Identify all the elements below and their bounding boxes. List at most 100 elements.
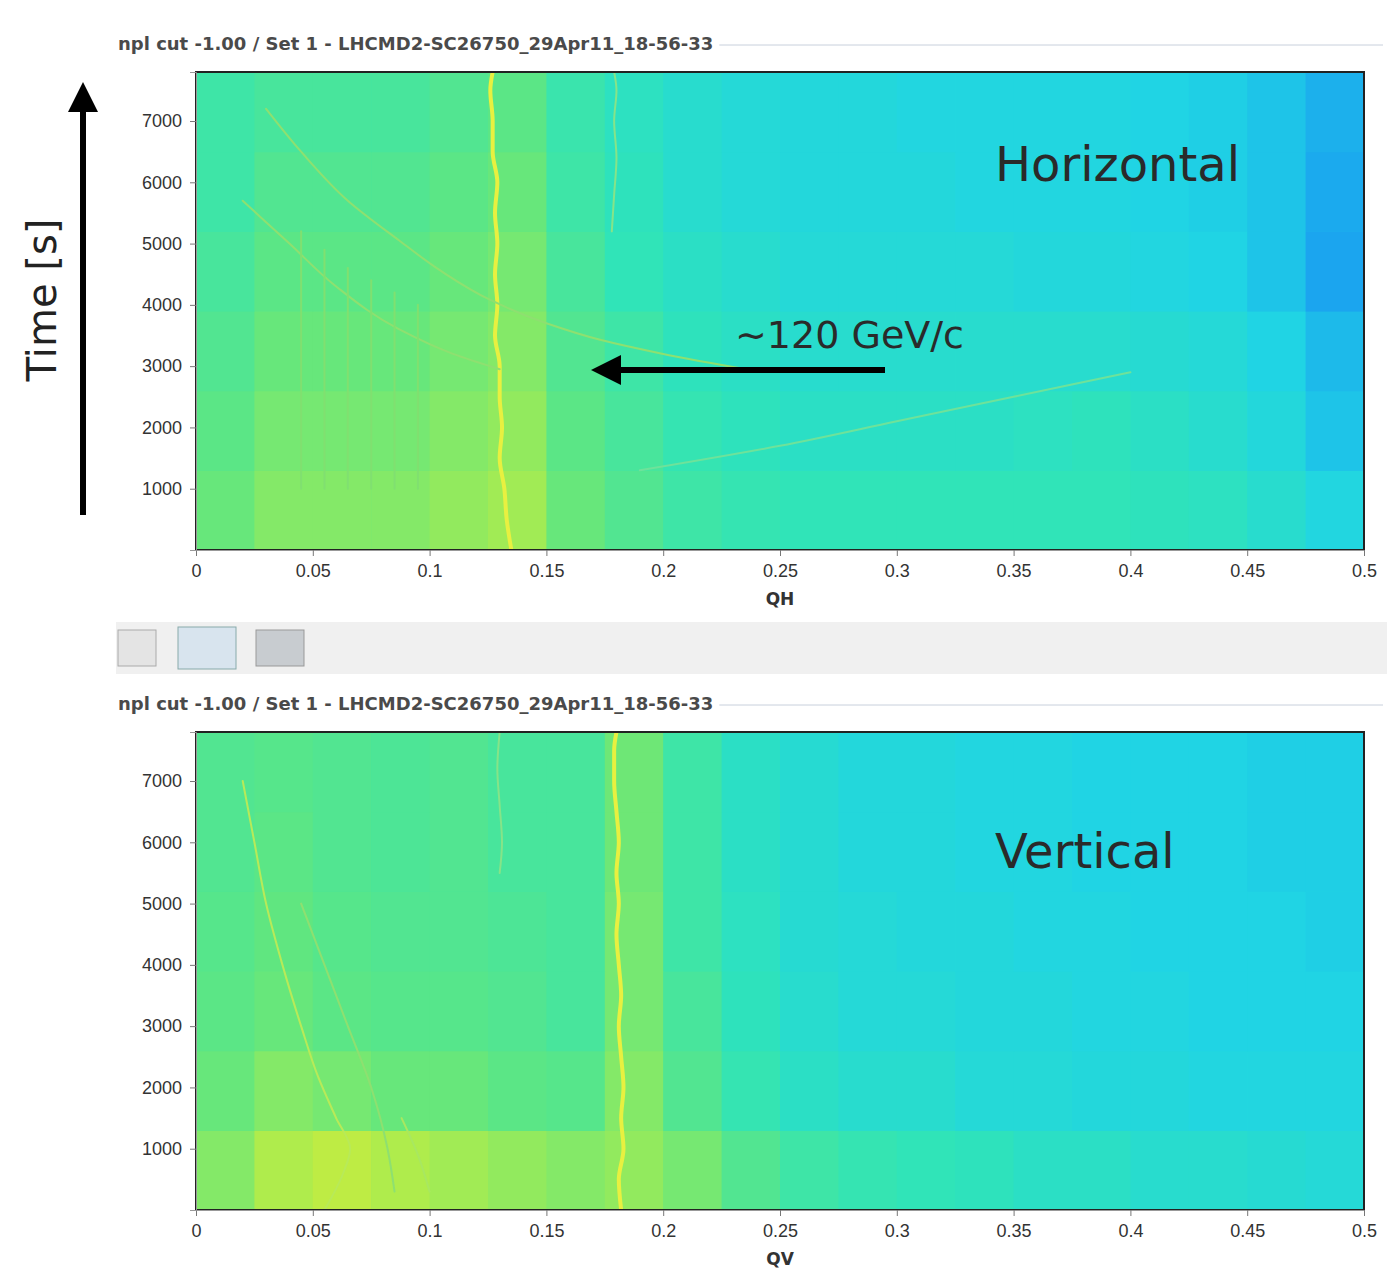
x-tick-mark: [663, 1210, 664, 1216]
annotation-arrow: [597, 367, 885, 373]
heatmap-cell: [371, 971, 430, 1051]
x-tick-label: 0.45: [1230, 1221, 1265, 1241]
heatmap-cell: [1306, 812, 1364, 892]
heatmap-cell: [1014, 311, 1073, 391]
x-axis-title: QH: [766, 589, 795, 609]
heatmap-cell: [371, 1130, 430, 1210]
heatmap-cell: [722, 1130, 781, 1210]
heatmap-cell: [605, 1130, 664, 1210]
x-tick-label: 0.4: [1118, 561, 1143, 581]
heatmap-cell: [1189, 1130, 1248, 1210]
spectral-line: [490, 72, 511, 550]
heatmap-cell: [838, 470, 897, 550]
heatmap-cell: [663, 311, 722, 391]
heatmap-cell: [605, 812, 664, 892]
y-tick: 3000: [142, 356, 196, 376]
x-tick: 0.5: [1352, 1210, 1377, 1241]
heatmap-cell: [254, 812, 313, 892]
x-tick: 0.35: [997, 1210, 1032, 1241]
x-tick-label: 0.35: [997, 1221, 1032, 1241]
x-axis-line: [197, 551, 1365, 557]
y-tick: 5000: [142, 234, 196, 254]
panel-title: npl cut -1.00 / Set 1 - LHCMD2-SC26750_2…: [118, 33, 713, 54]
heatmap-cell: [838, 72, 897, 152]
heatmap-cell: [196, 231, 255, 311]
spectral-line: [300, 231, 302, 488]
x-tick-label: 0.4: [1118, 1221, 1143, 1241]
heatmap-cell: [897, 72, 956, 152]
heatmap-cell: [1306, 152, 1364, 232]
x-tick-mark: [663, 550, 664, 556]
heatmap-cell: [430, 1130, 489, 1210]
heatmap-cell: [546, 812, 605, 892]
x-tick-mark: [1247, 1210, 1248, 1216]
x-tick-label: 0.15: [529, 561, 564, 581]
x-tick: 0.05: [296, 550, 331, 581]
x-axis: 00.050.10.150.20.250.30.350.40.450.5: [191, 550, 1377, 581]
heatmap-cell: [838, 971, 897, 1051]
heatmap-cell: [1014, 470, 1073, 550]
heatmap-cell: [897, 732, 956, 812]
x-tick-mark: [1130, 550, 1131, 556]
x-tick: 0.45: [1230, 1210, 1265, 1241]
x-tick-label: 0.3: [885, 561, 910, 581]
heatmap-cell: [1072, 971, 1131, 1051]
heatmap-cell: [663, 391, 722, 471]
x-tick: 0.3: [885, 1210, 910, 1241]
annotation: ∼120 GeV/c: [735, 313, 964, 357]
y-axis-line: [190, 73, 197, 551]
x-tick-mark: [430, 1210, 431, 1216]
heatmap-cell: [605, 311, 664, 391]
heatmap-cell: [897, 812, 956, 892]
x-tick-mark: [313, 1210, 314, 1216]
spectral-line: [417, 305, 419, 489]
heatmap-cell: [780, 1130, 839, 1210]
x-tick: 0.15: [529, 1210, 564, 1241]
heatmap-cell: [1247, 72, 1306, 152]
heatmap-cell: [780, 891, 839, 971]
x-tick-mark: [546, 550, 547, 556]
x-tick: 0: [191, 1210, 201, 1241]
x-tick-mark: [1364, 550, 1365, 556]
heatmap-cell: [1306, 891, 1364, 971]
heatmap-cell: [488, 72, 547, 152]
heatmap-cell: [663, 1130, 722, 1210]
heatmap-cell: [1247, 311, 1306, 391]
plot-area: [196, 732, 1364, 1210]
x-tick: 0.4: [1118, 550, 1143, 581]
heatmap-cell: [780, 72, 839, 152]
y-tick-label: 5000: [142, 894, 182, 914]
heatmap-cell: [1014, 891, 1073, 971]
heatmap-cell: [1189, 732, 1248, 812]
heatmap-cell: [254, 311, 313, 391]
x-tick-label: 0.5: [1352, 561, 1377, 581]
y-tick-mark: [190, 305, 196, 306]
heatmap-cell: [780, 391, 839, 471]
heatmap-cell: [1247, 891, 1306, 971]
heatmap-cell: [955, 311, 1014, 391]
heatmap-cell: [1014, 1130, 1073, 1210]
heatmap-cell: [196, 971, 255, 1051]
heatmap-cell: [254, 891, 313, 971]
heatmap-cell: [196, 891, 255, 971]
heatmap-cell: [780, 470, 839, 550]
x-tick: 0.05: [296, 1210, 331, 1241]
heatmap-cell: [430, 971, 489, 1051]
x-tick-mark: [1364, 1210, 1365, 1216]
heatmap-cell: [722, 470, 781, 550]
heatmap-cell: [196, 1130, 255, 1210]
heatmap-cell: [546, 391, 605, 471]
y-tick-mark: [190, 427, 196, 428]
heatmap-cell: [1306, 1130, 1364, 1210]
toolbar-button: [256, 630, 304, 666]
x-tick-label: 0.45: [1230, 561, 1265, 581]
heatmap-cell: [254, 1130, 313, 1210]
heatmap-cell: [722, 812, 781, 892]
heatmap-cell: [897, 891, 956, 971]
x-tick: 0.2: [651, 1210, 676, 1241]
heatmap-cell: [955, 891, 1014, 971]
y-tick: 6000: [142, 833, 196, 853]
y-tick: 4000: [142, 955, 196, 975]
panel: 00.050.10.150.20.250.30.350.40.450.51000…: [19, 33, 1383, 609]
heatmap-cell: [838, 391, 897, 471]
